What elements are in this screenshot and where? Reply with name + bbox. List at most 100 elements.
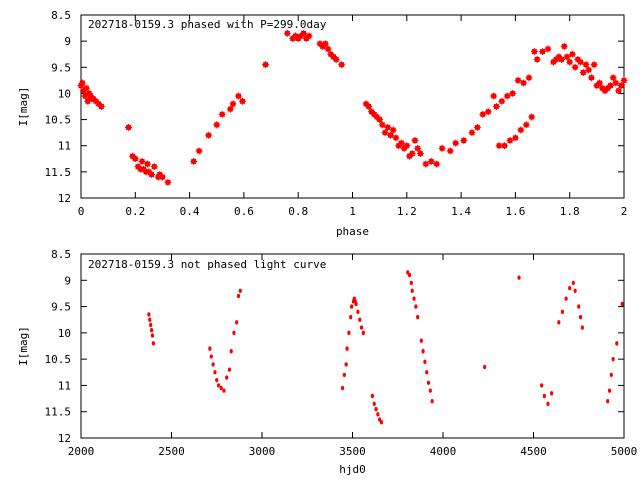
data-point — [573, 288, 577, 293]
data-point — [403, 142, 411, 150]
data-point — [427, 157, 435, 165]
data-point — [321, 40, 329, 48]
y-tick-label: 11 — [58, 379, 71, 392]
data-point — [300, 29, 308, 37]
x-tick-label: 2 — [621, 205, 628, 218]
data-point — [540, 383, 544, 388]
data-point — [430, 399, 434, 404]
data-point — [229, 349, 233, 354]
data-point — [468, 129, 476, 137]
plot-title: 202718-0159.3 phased with P=299.0day — [88, 18, 327, 31]
data-point — [460, 136, 468, 144]
data-point — [483, 364, 487, 370]
data-point — [571, 280, 575, 286]
data-point — [150, 333, 155, 338]
data-point — [490, 92, 498, 100]
data-point — [347, 330, 351, 336]
data-point — [138, 157, 146, 165]
data-point — [239, 97, 247, 105]
data-point — [345, 346, 349, 351]
data-point — [148, 170, 156, 178]
data-point — [423, 359, 427, 364]
data-point — [374, 406, 378, 412]
data-point — [365, 103, 373, 110]
data-point — [506, 136, 514, 144]
data-point — [225, 375, 229, 380]
data-series — [147, 270, 624, 425]
data-point — [517, 275, 521, 280]
y-tick-label: 9.5 — [51, 301, 71, 314]
data-point — [397, 139, 405, 147]
data-point — [606, 399, 610, 404]
data-point — [147, 312, 151, 317]
data-point — [557, 320, 561, 325]
x-tick-label: 3500 — [339, 445, 366, 458]
x-tick-label: 2500 — [158, 445, 185, 458]
data-point — [419, 338, 423, 343]
data-point — [234, 92, 242, 100]
x-axis-label: phase — [336, 225, 369, 238]
data-point — [525, 74, 533, 82]
data-point — [620, 76, 628, 84]
data-point — [379, 420, 384, 425]
data-point — [433, 160, 441, 168]
data-point — [577, 58, 585, 66]
data-point — [305, 32, 313, 40]
data-point — [582, 61, 590, 69]
data-point — [511, 134, 519, 142]
data-point — [349, 304, 354, 309]
data-point — [195, 147, 203, 155]
x-tick-label: 2000 — [68, 445, 95, 458]
data-point — [190, 157, 198, 165]
data-point — [560, 309, 565, 315]
data-point — [617, 82, 625, 90]
data-point — [425, 370, 429, 375]
y-tick-label: 9 — [64, 274, 71, 287]
x-axis-label: hjd0 — [339, 463, 366, 476]
x-tick-label: 5000 — [611, 445, 638, 458]
data-point — [571, 63, 579, 71]
data-point — [411, 136, 419, 144]
data-point — [607, 388, 612, 393]
data-point — [361, 330, 365, 336]
data-point — [484, 108, 492, 116]
data-point — [528, 113, 536, 121]
data-point — [359, 325, 364, 330]
data-point — [151, 341, 155, 346]
x-tick-label: 1.6 — [505, 205, 525, 218]
y-tick-label: 8.5 — [51, 248, 71, 261]
data-point — [558, 55, 566, 63]
data-point — [219, 385, 223, 391]
y-tick-label: 11 — [58, 140, 71, 153]
data-point — [606, 82, 614, 90]
data-point — [585, 66, 593, 74]
data-point — [392, 134, 400, 142]
data-point — [215, 377, 219, 383]
y-tick-label: 10.5 — [45, 353, 72, 366]
data-point — [150, 163, 158, 171]
data-point — [473, 123, 481, 131]
data-point — [612, 79, 620, 87]
data-point — [238, 288, 242, 293]
data-point — [229, 100, 237, 108]
data-point — [408, 150, 416, 158]
data-point — [426, 380, 431, 385]
data-point — [492, 103, 500, 110]
data-point — [620, 301, 624, 307]
data-point — [560, 42, 568, 50]
data-point — [358, 317, 362, 322]
data-point — [344, 362, 348, 367]
data-point — [370, 393, 375, 399]
x-tick-label: 0 — [78, 205, 85, 218]
data-point — [563, 53, 571, 61]
data-point — [208, 346, 212, 351]
data-point — [479, 110, 487, 118]
data-point — [577, 304, 581, 309]
data-point — [144, 160, 152, 168]
data-point — [412, 296, 416, 301]
data-point — [501, 142, 509, 150]
x-tick-label: 0.2 — [125, 205, 145, 218]
data-point — [590, 61, 598, 69]
data-point — [376, 412, 380, 417]
